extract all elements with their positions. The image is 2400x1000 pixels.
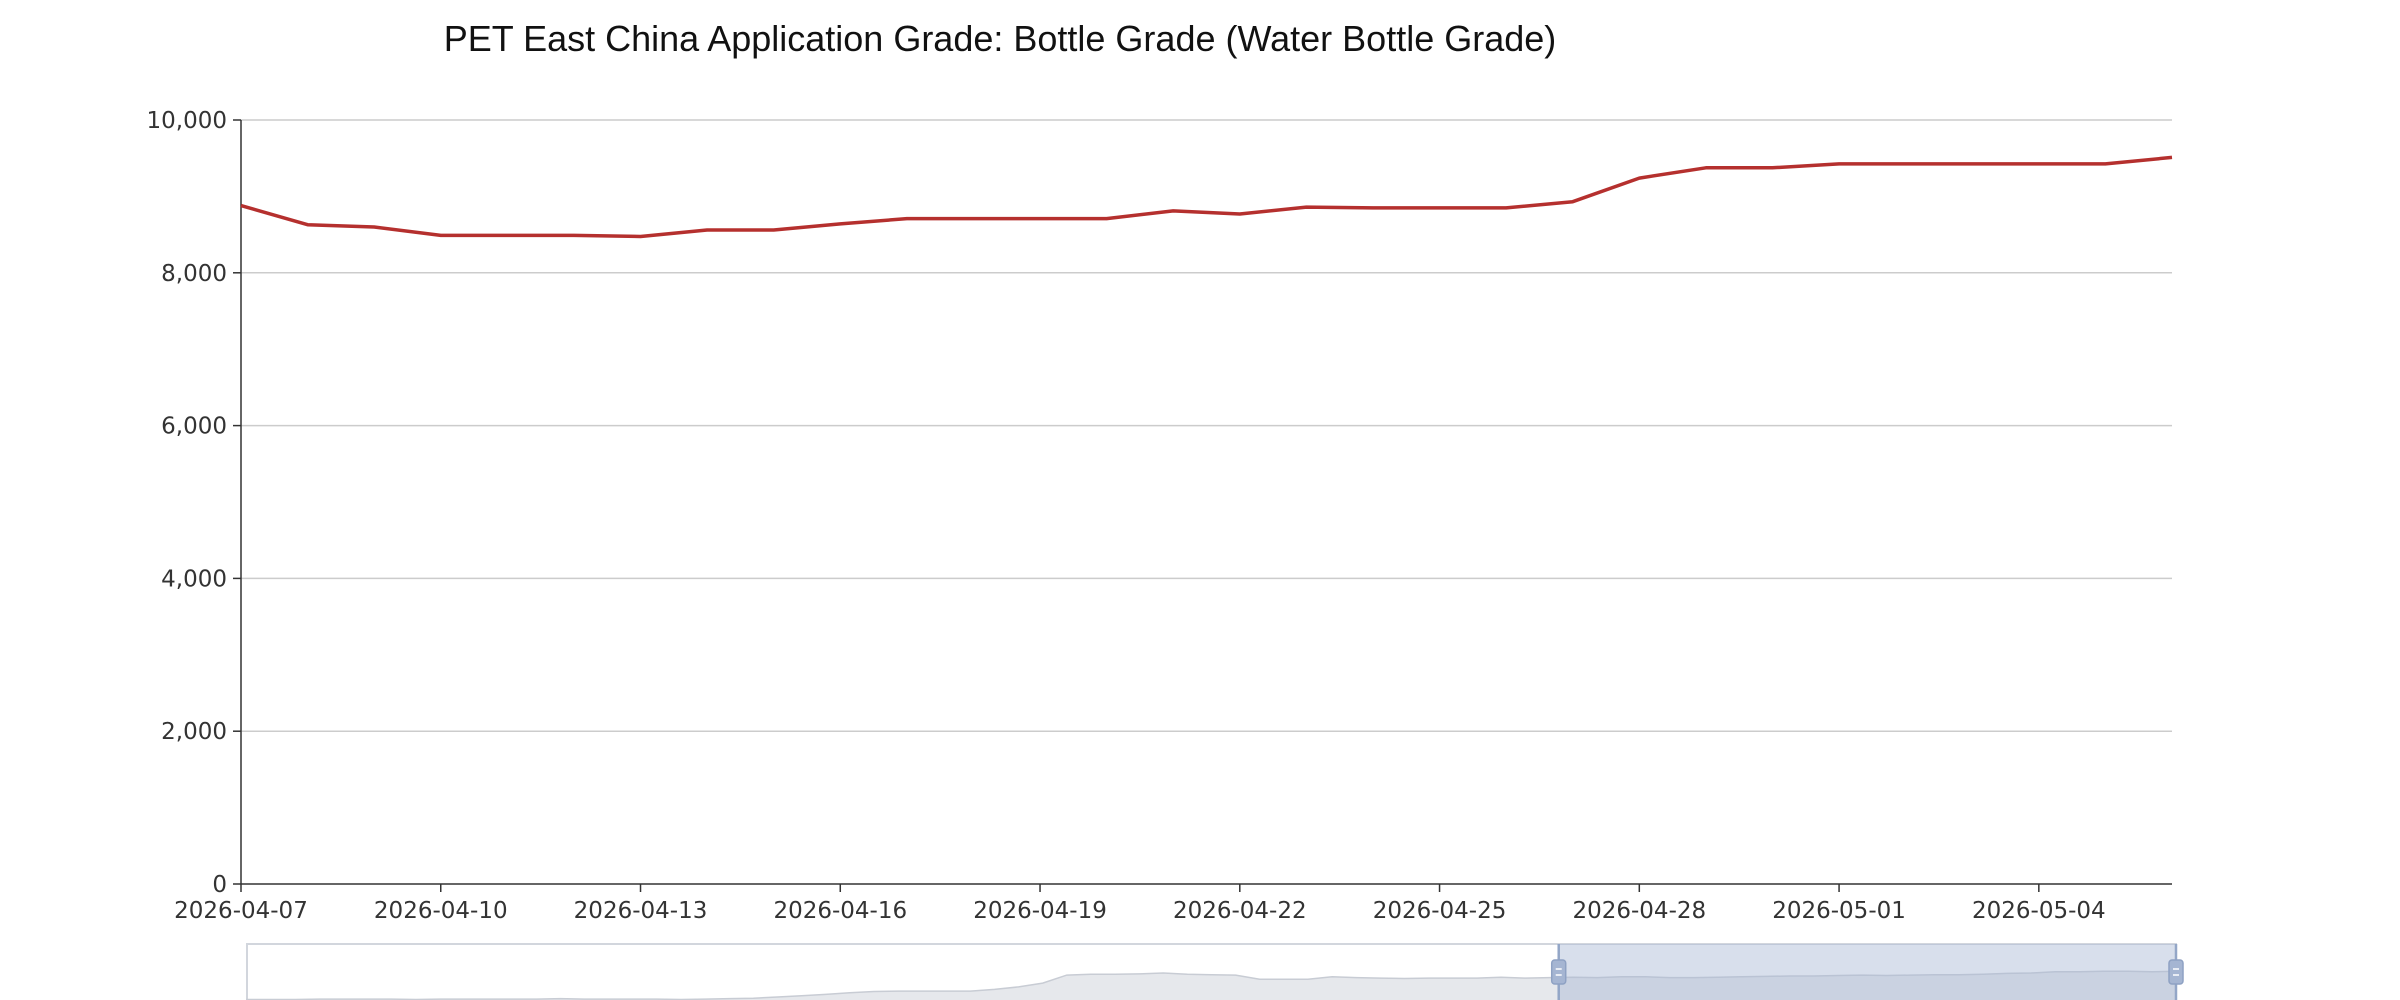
series-line [240,155,2173,239]
y-tick-label: 4,000 [161,566,227,592]
x-tick-label: 2026-04-28 [1572,898,1706,924]
y-tick-label: 2,000 [161,719,227,745]
chart-title: PET East China Application Grade: Bottle… [443,18,1557,59]
y-axis: 0 2,000 4,000 6,000 8,000 10,000 [147,108,242,898]
y-tick-label: 6,000 [161,414,227,440]
series-group [240,155,2173,239]
x-tick-label: 2026-04-13 [574,898,708,924]
y-tick-label: 0 [212,872,227,898]
x-tick-label: 2026-05-01 [1772,898,1906,924]
zoom-selected-window [1558,944,2176,1000]
grid-lines [241,119,2172,732]
zoom-handle-right[interactable] [2168,959,2184,985]
x-tick-label: 2026-04-25 [1373,898,1507,924]
data-zoom-slider[interactable] [246,943,2184,1000]
zoom-handle-left[interactable] [1550,959,1567,985]
y-tick-label: 10,000 [147,108,227,134]
x-axis: 2026-04-07 2026-04-10 2026-04-13 2026-04-16… [174,883,2172,924]
zoom-overview-area [246,970,2177,1000]
y-tick-label: 8,000 [161,261,227,287]
x-tick-label: 2026-04-16 [773,898,907,924]
x-tick-label: 2026-04-07 [174,898,308,924]
x-tick-label: 2026-04-10 [374,898,508,924]
x-tick-label: 2026-05-04 [1972,898,2106,924]
x-tick-label: 2026-04-22 [1173,898,1307,924]
x-tick-label: 2026-04-19 [973,898,1107,924]
